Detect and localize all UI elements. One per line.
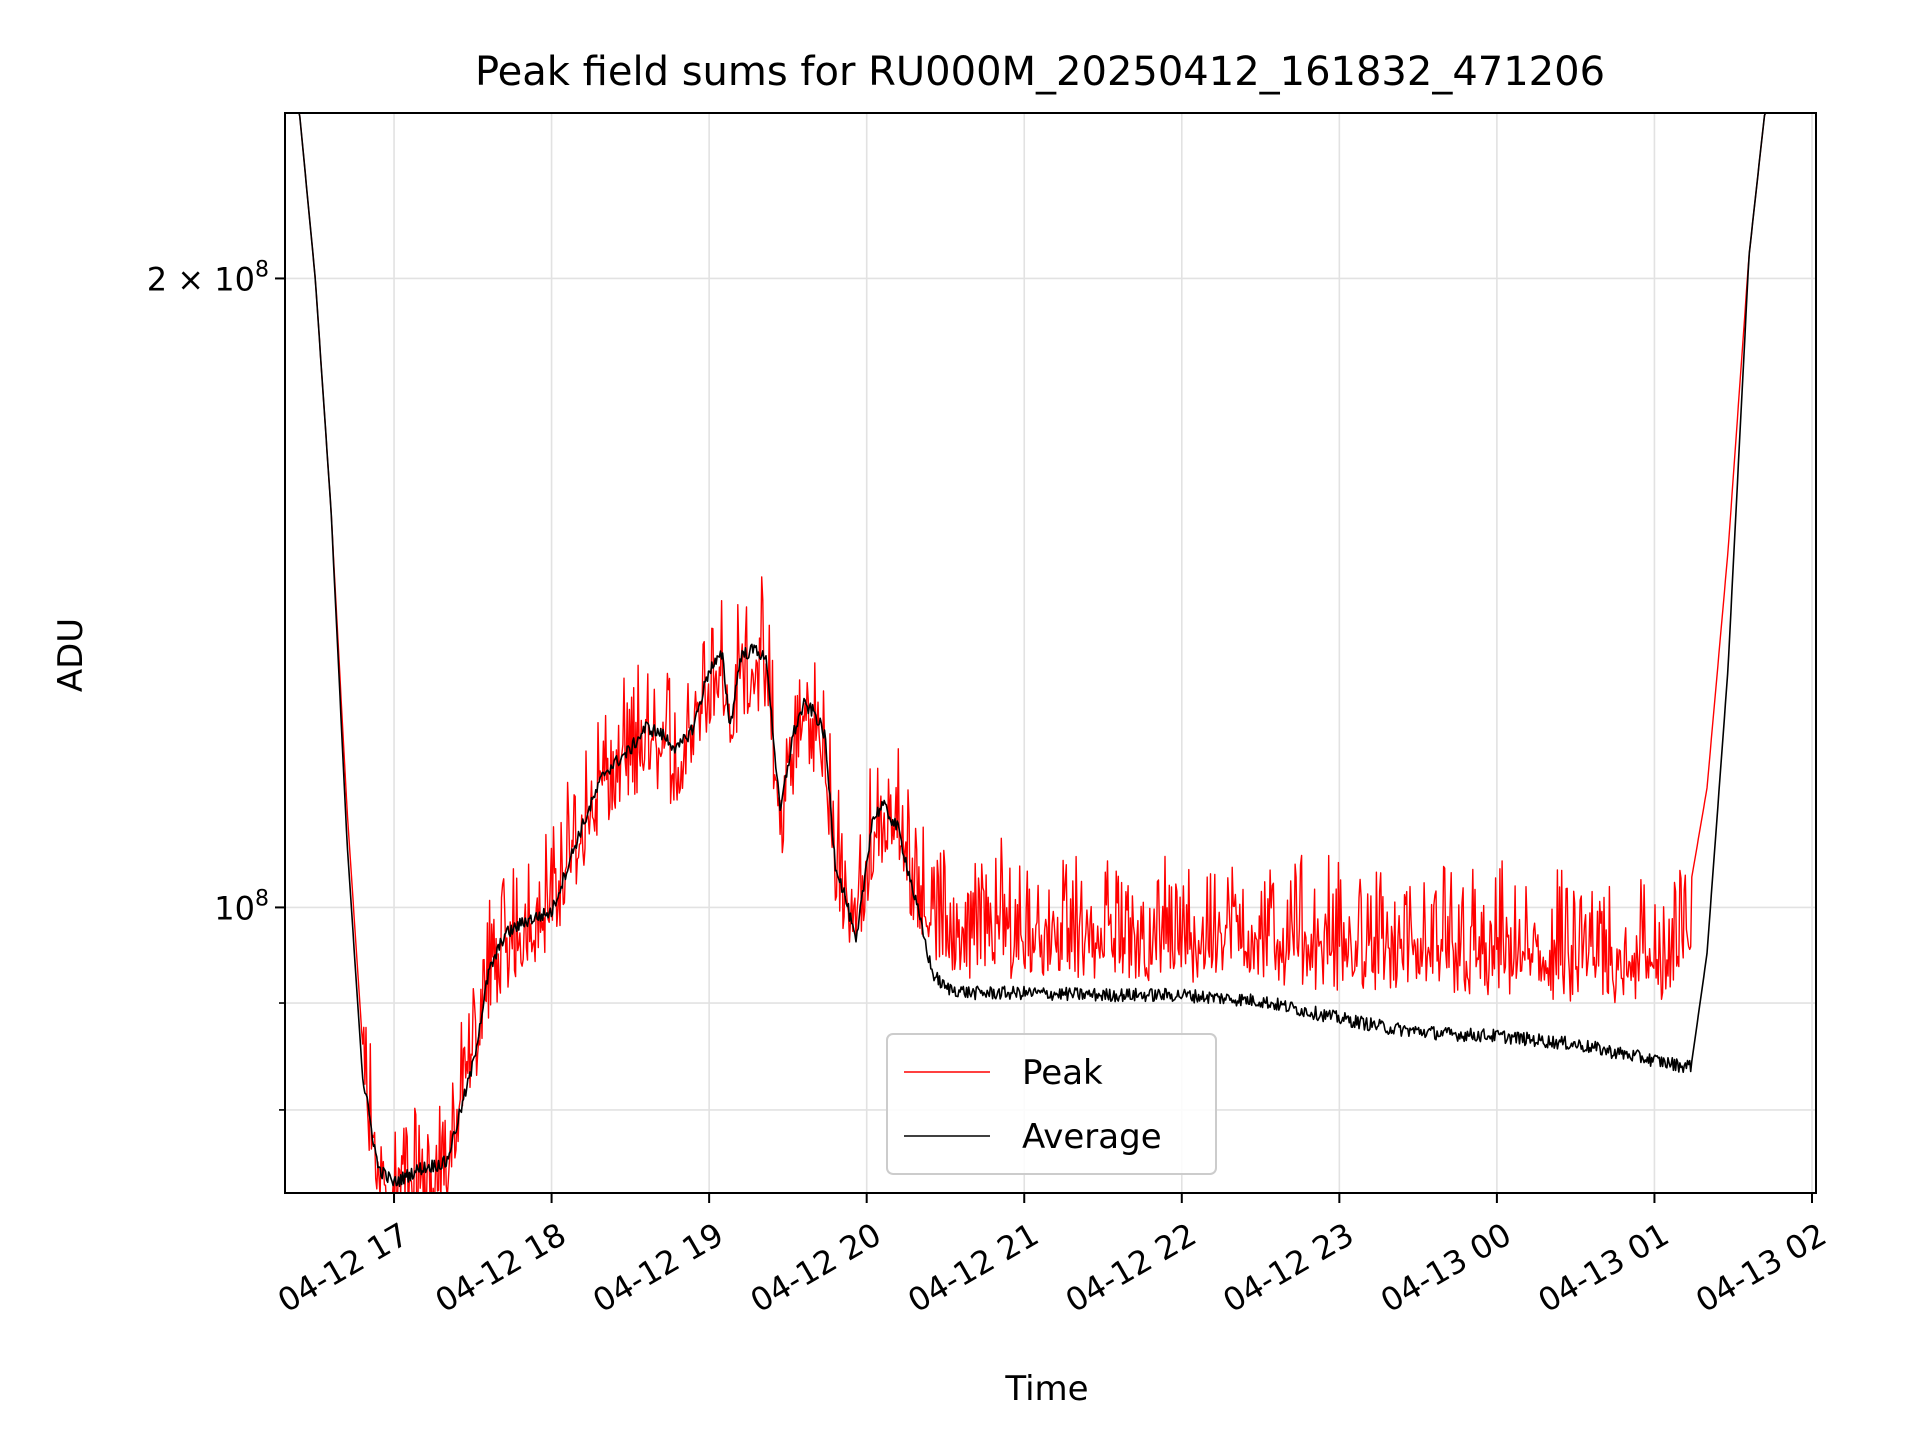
x-tick-label: 04-12 22: [1059, 1215, 1203, 1320]
plot-frame: [284, 112, 1817, 1194]
series-group: [298, 113, 1767, 1193]
x-tick-label: 04-12 18: [429, 1215, 573, 1320]
y-tick-label-base: 10: [214, 260, 255, 298]
legend-box: [886, 1033, 1217, 1175]
x-axis-label: Time: [1004, 1369, 1088, 1409]
chart-title: Peak field sums for RU000M_20250412_1618…: [475, 49, 1605, 95]
x-tick-label: 04-13 00: [1374, 1215, 1518, 1320]
series-line-peak: [298, 113, 1767, 1193]
legend-label-average: Average: [1022, 1117, 1162, 1157]
x-tick-label: 04-12 21: [901, 1215, 1045, 1320]
x-tick-label: 04-12 19: [586, 1215, 730, 1320]
y-tick-label: 2 × 108: [147, 257, 269, 298]
x-tick-label: 04-13 01: [1532, 1215, 1676, 1320]
series-line-average: [298, 113, 1767, 1188]
x-tick-label: 04-13 02: [1689, 1215, 1833, 1320]
legend-label-peak: Peak: [1022, 1053, 1103, 1093]
x-tick-label: 04-12 20: [744, 1215, 888, 1320]
y-tick-label-mantissa: 2 ×: [147, 260, 215, 298]
x-tick-label: 04-12 17: [271, 1215, 415, 1320]
x-tick-label: 04-12 23: [1217, 1215, 1361, 1320]
y-tick-label-exponent: 8: [255, 257, 269, 282]
legend: Peak Average: [886, 1033, 1217, 1175]
y-tick-label-exponent: 8: [255, 886, 269, 911]
y-tick-label: 108: [214, 886, 269, 927]
grid: [285, 113, 1816, 1193]
y-axis-label: ADU: [51, 618, 91, 692]
y-tick-label-base: 10: [214, 889, 255, 927]
